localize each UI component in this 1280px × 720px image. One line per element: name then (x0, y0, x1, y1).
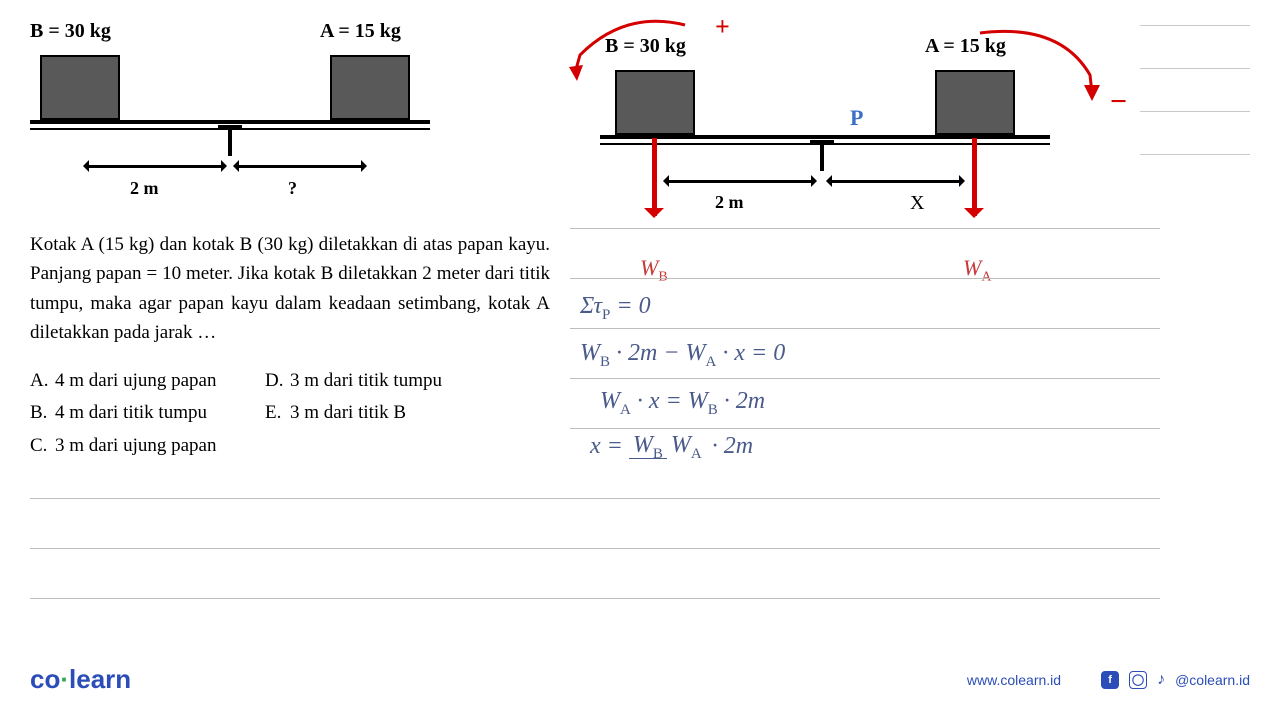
opt-d: 3 m dari titik tumpu (290, 366, 550, 396)
eqn-balance: WB · 2m − WA · x = 0 (580, 340, 785, 371)
opt-c: 3 m dari ujung papan (55, 431, 265, 461)
left-column: B = 30 kg A = 15 kg 2 m ? Kotak A (15 kg… (30, 20, 550, 461)
rule-full-2 (30, 548, 1160, 549)
instagram-icon: ◯ (1129, 671, 1147, 689)
sol-box-b-label: B = 30 kg (605, 35, 686, 58)
dim-unknown: ? (288, 178, 297, 199)
rule-4 (570, 378, 1160, 379)
logo-dot: · (60, 664, 69, 694)
minus-icon: − (1110, 85, 1127, 119)
margin-rules (1140, 25, 1250, 197)
footer: co·learn www.colearn.id f ◯ ♪ @colearn.i… (30, 664, 1250, 695)
dim-arrow-left (85, 165, 225, 168)
box-a-label: A = 15 kg (320, 20, 401, 43)
sol-fulcrum (820, 143, 824, 171)
box-b (40, 55, 120, 120)
box-a (330, 55, 410, 120)
footer-url: www.colearn.id (967, 672, 1061, 688)
sol-box-b (615, 70, 695, 135)
opt-e: 3 m dari titik B (290, 398, 550, 428)
brand-logo: co·learn (30, 664, 131, 695)
rule-full-3 (30, 598, 1160, 599)
question-text: Kotak A (15 kg) dan kotak B (30 kg) dile… (30, 230, 550, 348)
eqn-rearranged: WA · x = WB · 2m (600, 388, 765, 419)
wb-label: WB (640, 255, 668, 285)
sol-plank (600, 135, 1050, 139)
rule-3 (570, 328, 1160, 329)
right-column: + − B = 30 kg A = 15 kg P 2 m X WB WA (570, 20, 1100, 250)
pivot-p-label: P (850, 105, 863, 131)
solution-diagram: + − B = 30 kg A = 15 kg P 2 m X (570, 20, 1100, 250)
page-root: B = 30 kg A = 15 kg 2 m ? Kotak A (15 kg… (0, 0, 1280, 720)
sol-dim-2m: 2 m (715, 192, 744, 213)
facebook-icon: f (1101, 671, 1119, 689)
opt-c-key: C. (30, 431, 55, 461)
opt-d-key: D. (265, 366, 290, 396)
footer-handle: @colearn.id (1175, 672, 1250, 688)
rule-full-1 (30, 498, 1160, 499)
plus-icon: + (715, 12, 730, 42)
rule-5 (570, 428, 1160, 429)
opt-e-key: E. (265, 398, 290, 428)
rule-1 (570, 228, 1160, 229)
dim-2m: 2 m (130, 178, 159, 199)
wa-label: WA (963, 255, 991, 285)
plank (30, 120, 430, 124)
sol-dim-arrow-left (665, 180, 815, 183)
footer-right: www.colearn.id f ◯ ♪ @colearn.id (967, 671, 1250, 689)
logo-learn: learn (69, 664, 131, 694)
opt-b-key: B. (30, 398, 55, 428)
sol-box-a (935, 70, 1015, 135)
opt-b: 4 m dari titik tumpu (55, 398, 265, 428)
options-list: A. 4 m dari ujung papan D. 3 m dari titi… (30, 366, 550, 461)
box-b-label: B = 30 kg (30, 20, 111, 43)
eqn-solve-x: x = WBWA · 2m (590, 432, 753, 463)
sol-dim-arrow-right (828, 180, 963, 183)
rule-2 (570, 278, 1160, 279)
logo-co: co (30, 664, 60, 694)
force-wa-arrow (972, 138, 977, 216)
opt-a-key: A. (30, 366, 55, 396)
sol-dim-x: X (910, 192, 924, 215)
fulcrum (228, 128, 232, 156)
tiktok-icon: ♪ (1157, 671, 1165, 689)
eqn-sum-torque: ΣτP = 0 (580, 293, 651, 324)
dim-arrow-right (235, 165, 365, 168)
problem-diagram: B = 30 kg A = 15 kg 2 m ? (30, 20, 550, 220)
opt-a: 4 m dari ujung papan (55, 366, 265, 396)
sol-box-a-label: A = 15 kg (925, 35, 1006, 58)
